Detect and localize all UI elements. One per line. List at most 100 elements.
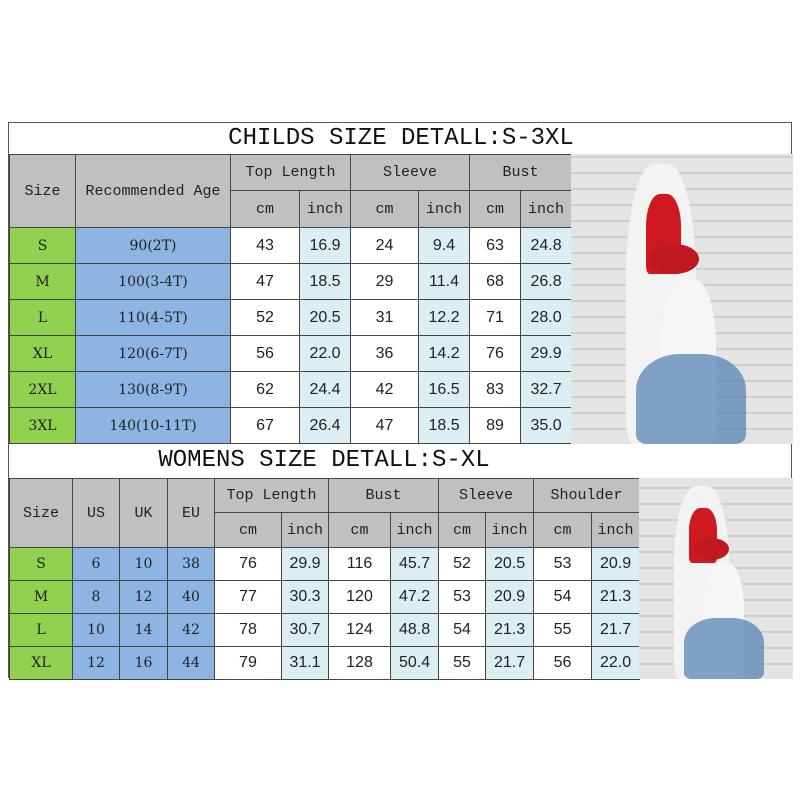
table-row: M 100(3-4T) 47 18.5 29 11.4 68 26.8 xyxy=(9,263,573,300)
size-cell: M xyxy=(9,580,73,614)
measure-cell: 43 xyxy=(230,227,300,264)
header-cm: cm xyxy=(533,512,593,548)
measure-cell: 21.7 xyxy=(591,613,641,647)
measure-cell: 14.2 xyxy=(418,335,471,372)
measure-cell: 55 xyxy=(533,613,593,647)
measure-cell: 29 xyxy=(350,263,420,300)
size-cell: 3XL xyxy=(9,407,76,444)
size-cell: 2XL xyxy=(9,371,76,408)
measure-cell: 35.0 xyxy=(520,407,573,444)
measure-cell: 16.5 xyxy=(418,371,471,408)
header-age: Recommended Age xyxy=(75,154,231,228)
measure-cell: 54 xyxy=(533,580,593,614)
table-row: S 90(2T) 43 16.9 24 9.4 63 24.8 xyxy=(9,227,573,264)
size-cell: L xyxy=(9,299,76,336)
header-cm: cm xyxy=(328,512,392,548)
measure-cell: 124 xyxy=(328,613,392,647)
header-bust: Bust xyxy=(328,478,440,513)
measure-cell: 128 xyxy=(328,646,392,680)
measure-cell: 54 xyxy=(438,613,487,647)
measure-cell: 28.0 xyxy=(520,299,573,336)
measure-cell: 52 xyxy=(438,547,487,581)
measure-cell: 53 xyxy=(533,547,593,581)
measure-cell: 29.9 xyxy=(520,335,573,372)
measure-cell: 16.9 xyxy=(298,227,352,264)
intl-size-cell: 10 xyxy=(72,613,120,647)
intl-size-cell: 6 xyxy=(72,547,120,581)
measure-cell: 47 xyxy=(230,263,300,300)
measure-cell: 20.9 xyxy=(485,580,535,614)
measure-cell: 21.3 xyxy=(485,613,535,647)
header-inch: inch xyxy=(591,512,641,548)
intl-size-cell: 8 xyxy=(72,580,120,614)
measure-cell: 47.2 xyxy=(390,580,440,614)
measure-cell: 24.4 xyxy=(298,371,352,408)
header-cm: cm xyxy=(214,512,282,548)
measure-cell: 30.3 xyxy=(280,580,330,614)
mother-daughter-photo xyxy=(571,154,793,444)
measure-cell: 42 xyxy=(350,371,420,408)
table-row: L 110(4-5T) 52 20.5 31 12.2 71 28.0 xyxy=(9,299,573,336)
age-cell: 120(6-7T) xyxy=(75,335,231,372)
measure-cell: 21.7 xyxy=(485,646,535,680)
age-cell: 100(3-4T) xyxy=(75,263,231,300)
measure-cell: 45.7 xyxy=(390,547,440,581)
measure-cell: 18.5 xyxy=(298,263,352,300)
header-size: Size xyxy=(9,478,73,548)
measure-cell: 9.4 xyxy=(418,227,471,264)
womens-title: WOMENS SIZE DETALL:S-XL xyxy=(158,447,490,474)
measure-cell: 79 xyxy=(214,646,282,680)
measure-cell: 50.4 xyxy=(390,646,440,680)
measure-cell: 76 xyxy=(469,335,522,372)
measure-cell: 63 xyxy=(469,227,522,264)
measure-cell: 20.9 xyxy=(591,547,641,581)
measure-cell: 116 xyxy=(328,547,392,581)
size-cell: XL xyxy=(9,335,76,372)
header-cm: cm xyxy=(469,190,522,228)
measure-cell: 77 xyxy=(214,580,282,614)
measure-cell: 11.4 xyxy=(418,263,471,300)
measure-cell: 67 xyxy=(230,407,300,444)
measure-cell: 21.3 xyxy=(591,580,641,614)
header-cm: cm xyxy=(230,190,300,228)
age-cell: 110(4-5T) xyxy=(75,299,231,336)
header-top-length: Top Length xyxy=(229,154,352,191)
intl-size-cell: 10 xyxy=(119,547,168,581)
measure-cell: 31 xyxy=(350,299,420,336)
header-inch: inch xyxy=(520,190,573,228)
size-chart: CHILDS SIZE DETALL:S-3XL Size Recommende… xyxy=(8,122,793,680)
measure-cell: 22.0 xyxy=(298,335,352,372)
table-row: XL 120(6-7T) 56 22.0 36 14.2 76 29.9 xyxy=(9,335,573,372)
size-cell: M xyxy=(9,263,76,300)
intl-size-cell: 14 xyxy=(119,613,168,647)
size-cell: S xyxy=(9,227,76,264)
measure-cell: 68 xyxy=(469,263,522,300)
age-cell: 130(8-9T) xyxy=(75,371,231,408)
measure-cell: 56 xyxy=(533,646,593,680)
size-cell: XL xyxy=(9,646,73,680)
childs-size-table: Size Recommended Age Top Length Sleeve B… xyxy=(9,154,573,444)
header-eu: EU xyxy=(167,478,215,548)
header-inch: inch xyxy=(280,512,330,548)
measure-cell: 24.8 xyxy=(520,227,573,264)
header-bust: Bust xyxy=(469,154,573,191)
measure-cell: 29.9 xyxy=(280,547,330,581)
size-cell: S xyxy=(9,547,73,581)
measure-cell: 52 xyxy=(230,299,300,336)
intl-size-cell: 38 xyxy=(167,547,215,581)
measure-cell: 78 xyxy=(214,613,282,647)
measure-cell: 55 xyxy=(438,646,487,680)
intl-size-cell: 16 xyxy=(119,646,168,680)
measure-cell: 53 xyxy=(438,580,487,614)
measure-cell: 36 xyxy=(350,335,420,372)
womens-size-table: Size US UK EU Top Length Bust Sleeve Sho… xyxy=(9,478,641,680)
measure-cell: 31.1 xyxy=(280,646,330,680)
measure-cell: 62 xyxy=(230,371,300,408)
measure-cell: 26.4 xyxy=(298,407,352,444)
size-cell: L xyxy=(9,613,73,647)
header-top-length: Top Length xyxy=(213,478,330,513)
measure-cell: 18.5 xyxy=(418,407,471,444)
intl-size-cell: 42 xyxy=(167,613,215,647)
header-inch: inch xyxy=(418,190,471,228)
table-row: 3XL 140(10-11T) 67 26.4 47 18.5 89 35.0 xyxy=(9,407,573,444)
